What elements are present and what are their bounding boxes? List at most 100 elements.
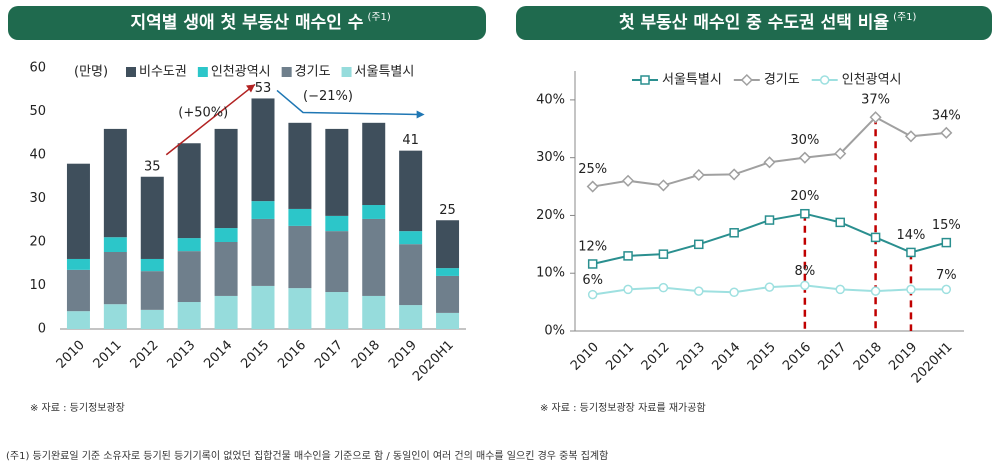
bar-segment: [177, 302, 201, 329]
point: [870, 232, 881, 243]
point: [904, 130, 918, 143]
x-tick-label: 2014: [201, 338, 235, 372]
total-label: 25: [439, 203, 456, 218]
legend-label: 서울특별시: [355, 65, 415, 80]
bar-segment: [66, 311, 90, 329]
point: [692, 168, 705, 182]
value-label: 7%: [936, 268, 957, 283]
point: [906, 284, 916, 295]
point: [798, 151, 811, 164]
bar-segment: [362, 122, 386, 206]
x-tick-label: 2016: [780, 340, 814, 374]
y-tick-label: 40: [29, 148, 46, 163]
bar-segment: [436, 275, 460, 313]
bar-segment: [177, 251, 201, 303]
x-tick-label: 2010: [54, 338, 88, 372]
legend-label: 비수도권: [139, 65, 187, 80]
x-tick-label: 2018: [851, 340, 885, 374]
point: [658, 249, 669, 259]
x-tick-label: 2013: [164, 338, 198, 372]
point: [623, 251, 633, 261]
bar-segment: [362, 218, 386, 296]
legend-swatch: [281, 67, 292, 77]
y-tick-label: 60: [29, 61, 46, 76]
y-tick-label: 10: [29, 278, 46, 293]
point: [906, 247, 916, 258]
point: [586, 180, 599, 193]
x-tick-label: 2017: [816, 340, 850, 374]
arrow-head: [246, 84, 255, 93]
total-label: 41: [402, 133, 419, 148]
chart-title: 첫 부동산 매수인 중 수도권 선택 비율: [619, 12, 889, 33]
point: [800, 280, 810, 291]
point: [764, 215, 775, 225]
legend-swatch: [126, 67, 136, 77]
x-tick-label: 2018: [349, 338, 383, 372]
trend-arrow: [276, 89, 419, 116]
legend-label: 경기도: [764, 73, 800, 88]
legend-marker: [819, 75, 830, 85]
source: ※ 자료 : 등기정보광장 자료를 재가공함: [540, 402, 706, 414]
x-tick-label: 2012: [128, 338, 162, 372]
point: [621, 174, 635, 187]
title-note: (주1): [893, 12, 916, 23]
legend-label: 인천광역시: [211, 65, 271, 80]
value-label: 34%: [932, 108, 961, 123]
bar-segment: [325, 215, 349, 232]
point: [763, 156, 776, 169]
chart-title: 지역별 생애 첫 부동산 매수인 수: [131, 12, 364, 33]
point: [587, 259, 598, 269]
point: [587, 289, 598, 300]
arrow-head: [416, 110, 425, 119]
bar-segment: [362, 295, 386, 329]
point: [764, 282, 775, 292]
title-note: (주1): [367, 12, 390, 23]
title-banner: [8, 6, 486, 40]
x-tick-label: 2012: [639, 340, 673, 374]
bar-segment: [436, 268, 460, 276]
x-tick-label: 2017: [312, 338, 346, 372]
y-tick-label: 10%: [536, 266, 565, 281]
bar-segment: [325, 231, 349, 293]
value-label: 12%: [578, 239, 607, 254]
x-tick-label: 2013: [674, 340, 708, 374]
total-label: 35: [144, 159, 161, 174]
footnote: (주1) 등기완료일 기준 소유자로 등기된 등기기록이 없었던 집합건물 매수…: [6, 449, 608, 462]
point: [694, 286, 704, 296]
x-tick-label: 2015: [238, 338, 272, 372]
bar-segment: [288, 225, 312, 289]
point: [834, 147, 847, 160]
point: [728, 168, 741, 181]
point: [941, 237, 952, 248]
bar-segment: [436, 220, 460, 269]
x-tick-label: 2015: [745, 340, 779, 374]
bar-segment: [288, 208, 312, 226]
point: [729, 287, 739, 298]
unit-label: (만명): [74, 65, 108, 80]
bar-segment: [66, 258, 90, 270]
bar-segment: [399, 244, 423, 306]
bar-segment: [103, 304, 127, 329]
bar-segment: [103, 252, 127, 305]
point: [941, 284, 952, 295]
bar-segment: [325, 292, 349, 329]
x-tick-label: 2019: [386, 338, 420, 372]
legend-label: 경기도: [295, 65, 331, 80]
y-tick-label: 20%: [536, 208, 565, 223]
x-tick-label: 2011: [91, 338, 125, 372]
bar-segment: [103, 128, 127, 238]
annotation: (−21%): [303, 89, 353, 104]
bar-segment: [177, 143, 201, 239]
point: [657, 179, 670, 192]
bar-segment: [140, 271, 164, 310]
bar-segment: [325, 128, 349, 216]
bar-segment: [288, 288, 312, 329]
bar-segment: [103, 237, 127, 253]
y-tick-label: 50: [29, 104, 46, 119]
value-label: 20%: [790, 189, 819, 204]
point: [940, 126, 953, 139]
y-tick-label: 0: [38, 322, 46, 337]
legend-swatch: [197, 67, 208, 77]
value-label: 37%: [861, 93, 890, 108]
point: [623, 284, 633, 295]
